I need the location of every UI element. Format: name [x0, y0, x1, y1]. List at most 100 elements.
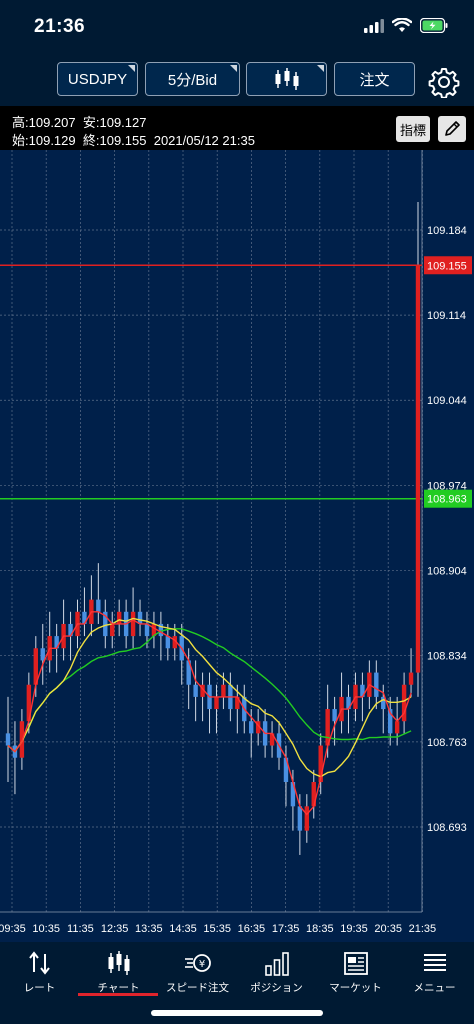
candle-datetime: 2021/05/12 21:35 — [153, 133, 255, 148]
candle-body — [249, 721, 254, 734]
timeframe-select-button[interactable]: 5分/Bid — [145, 62, 240, 96]
candle-body — [130, 611, 136, 637]
candle-body — [255, 721, 261, 734]
candle-body — [394, 721, 400, 734]
open-value: 109.129 — [28, 133, 76, 148]
candle-body — [151, 623, 157, 637]
dropdown-corner-icon — [317, 65, 324, 72]
high-low-line: 高:109.207 安:109.127 — [12, 112, 146, 131]
candle-body — [172, 636, 177, 649]
tab-speed-order[interactable]: ¥ スピード注文 — [158, 946, 237, 996]
dropdown-corner-icon — [230, 65, 237, 72]
candle-body — [332, 709, 337, 722]
candle-body — [116, 611, 122, 624]
x-tick-label: 16:35 — [238, 923, 266, 935]
position-icon — [264, 952, 289, 976]
current-price-label: 109.155 — [427, 260, 467, 272]
order-button[interactable]: 注文 — [334, 62, 415, 96]
candle-body — [283, 757, 289, 783]
status-bar: 21:36 — [0, 0, 474, 54]
x-tick-label: 12:35 — [101, 923, 129, 935]
x-tick-label: 17:35 — [272, 923, 300, 935]
y-tick-label: 108.834 — [427, 651, 467, 663]
ohlc-info-bar: 高:109.207 安:109.127 始:109.129 終:109.155 … — [0, 106, 474, 150]
home-indicator[interactable] — [151, 1010, 323, 1016]
x-tick-label: 19:35 — [340, 923, 368, 935]
candle-body — [96, 599, 101, 612]
y-tick-label: 108.693 — [427, 822, 467, 834]
indicator-button[interactable]: 指標 — [396, 116, 430, 142]
candle-body — [165, 636, 171, 649]
menu-icon — [423, 954, 446, 971]
candle-body — [297, 806, 303, 831]
candle-body — [137, 611, 143, 624]
candle-body — [381, 696, 386, 710]
x-tick-label: 15:35 — [203, 923, 231, 935]
pencil-icon — [445, 121, 460, 136]
tab-label: マーケット — [329, 982, 382, 994]
market-icon — [343, 952, 368, 975]
candle-body — [110, 623, 115, 637]
candle-body — [401, 684, 407, 722]
chart-toolbar: USDJPY 5分/Bid 注文 — [0, 54, 474, 106]
y-tick-label: 108.904 — [427, 565, 467, 577]
candle-body — [221, 684, 226, 697]
tab-rate[interactable]: レート — [0, 946, 79, 996]
chart-type-button[interactable] — [246, 62, 327, 96]
candle-body — [193, 684, 198, 697]
chart-canvas[interactable]: 109.184 109.114 109.044 108.974 108.904 108.8… — [0, 150, 474, 942]
candle-body — [68, 623, 73, 637]
low-label: 安: — [82, 115, 100, 130]
status-icons — [364, 18, 448, 33]
ma-mid-line — [7, 617, 412, 778]
speed-order-icon: ¥ — [184, 954, 211, 972]
candle-body — [235, 696, 240, 710]
tab-menu[interactable]: メニュー — [395, 946, 474, 996]
candle-body — [144, 623, 150, 637]
candle-body — [40, 648, 45, 661]
chart-icon — [108, 951, 129, 975]
draw-tool-button[interactable] — [438, 116, 466, 142]
y-tick-label: 108.974 — [427, 480, 467, 492]
ma-fast-line — [7, 611, 412, 816]
wifi-icon — [392, 18, 412, 32]
candle-body — [200, 684, 205, 697]
active-tab-indicator — [78, 993, 158, 996]
candle-body — [325, 709, 330, 746]
order-label: 注文 — [359, 71, 390, 89]
battery-icon — [420, 18, 448, 33]
low-value: 109.127 — [99, 115, 147, 130]
status-time: 21:36 — [34, 16, 86, 37]
candle-body — [54, 636, 59, 649]
candle-body — [408, 672, 414, 685]
candle-body — [311, 782, 316, 807]
timeframe-label: 5分/Bid — [167, 71, 218, 89]
tab-chart[interactable]: チャート — [79, 946, 158, 996]
tab-market[interactable]: マーケット — [316, 946, 395, 996]
y-tick-label: 108.763 — [427, 737, 467, 749]
tab-position[interactable]: ポジション — [237, 946, 316, 996]
ma-slow-line — [7, 628, 412, 753]
candle-body — [186, 660, 191, 685]
candle-body — [304, 806, 310, 831]
candle-body — [33, 648, 38, 685]
tab-label: チャート — [97, 982, 140, 994]
close-label: 終: — [82, 133, 100, 148]
x-tick-label: 13:35 — [135, 923, 163, 935]
x-tick-label: 20:35 — [374, 923, 402, 935]
symbol-label: USDJPY — [67, 70, 128, 88]
high-label: 高: — [12, 115, 29, 130]
symbol-select-button[interactable]: USDJPY — [57, 62, 138, 96]
price-chart[interactable]: 109.184 109.114 109.044 108.974 108.904 108.8… — [0, 150, 474, 942]
rate-icon — [28, 951, 50, 975]
candle-body — [346, 696, 351, 710]
y-tick-label: 109.184 — [427, 225, 467, 237]
candle-body — [374, 672, 379, 697]
candle-body — [26, 684, 32, 722]
gear-icon[interactable] — [428, 66, 460, 98]
high-value: 109.207 — [28, 115, 76, 130]
candle-body — [388, 709, 393, 734]
candle-body — [290, 782, 296, 807]
candle-body — [158, 623, 164, 637]
dropdown-corner-icon — [128, 65, 135, 72]
